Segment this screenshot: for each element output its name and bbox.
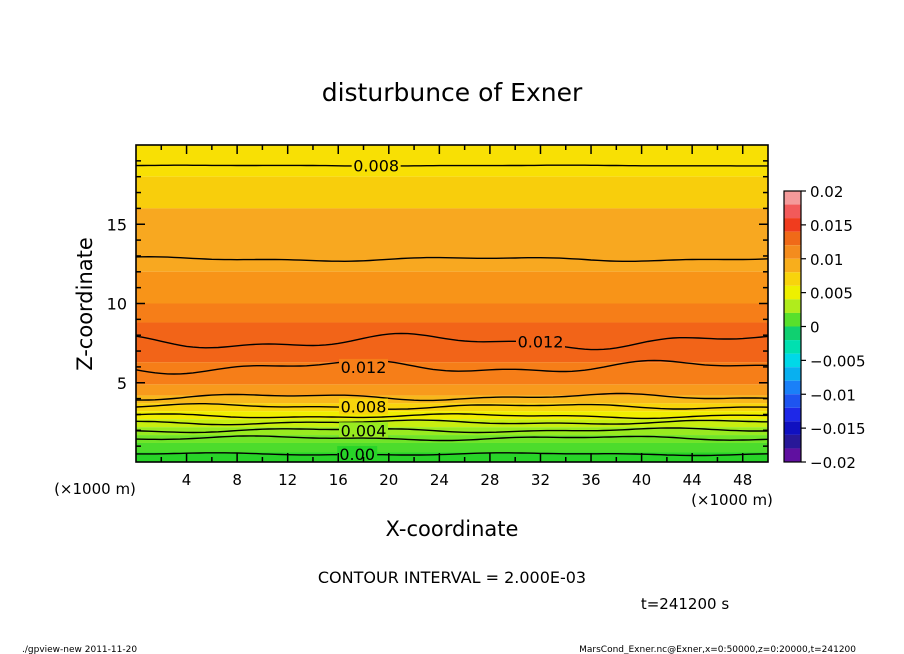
colorbar-tick-label: −0.02 [810, 454, 856, 472]
contour-line-4 [135, 392, 769, 402]
contour-band-12 [136, 427, 768, 436]
contour-label-bg-3 [339, 358, 389, 375]
contour-line-6 [135, 413, 768, 420]
contour-line-9 [135, 435, 769, 442]
contour-line-5 [135, 403, 769, 410]
colorbar-swatch-4 [784, 245, 801, 259]
x-tick-label: 44 [683, 471, 702, 489]
contour-interval-text: CONTOUR INTERVAL = 2.000E-03 [318, 568, 586, 587]
y-axis-ticks: 5 10 15 [107, 160, 768, 447]
contour-label-3: 0.012 [341, 358, 387, 377]
contour-band-14 [136, 442, 768, 453]
contour-label-10: 0.00 [339, 445, 375, 464]
contour-band-11 [136, 419, 768, 428]
colorbar-tick-label: −0.01 [810, 386, 856, 404]
colorbar-swatch-6 [784, 272, 801, 286]
colorbar-swatch-10 [784, 326, 801, 341]
contour-band-10 [136, 411, 768, 420]
colorbar-swatch-2 [784, 218, 801, 232]
contour-label-bg-10 [337, 446, 378, 463]
contour-band-4 [136, 303, 768, 323]
contour-line-1 [135, 255, 769, 263]
contour-band-1 [136, 176, 768, 209]
colorbar-swatch-16 [784, 407, 801, 422]
colorbar-tick-label: 0.02 [810, 183, 843, 201]
contour-label-5: 0.008 [341, 398, 387, 417]
contour-band-9 [136, 403, 768, 412]
contour-band-2 [136, 208, 768, 272]
colorbar-swatch-18 [784, 434, 801, 449]
footer-left: ./gpview-new 2011-11-20 [22, 645, 137, 654]
colorbar-swatch-5 [784, 258, 801, 273]
colorbar-tick-label: 0.015 [810, 217, 853, 235]
colorbar-swatch-11 [784, 340, 801, 354]
colorbar-swatch-1 [784, 204, 801, 219]
colorbar-tick-label: 0 [810, 319, 820, 337]
contour-label-8: 0.004 [341, 421, 387, 440]
contour-line-2 [135, 332, 769, 351]
y-tick-label: 5 [117, 374, 127, 393]
x-tick-label: 40 [632, 471, 651, 489]
colorbar-tick-label: −0.005 [810, 352, 866, 370]
colorbar-swatch-0 [784, 191, 801, 205]
colorbar-swatch-3 [784, 231, 801, 246]
contour-line-0 [135, 164, 768, 167]
x-axis-label: X-coordinate [386, 517, 519, 541]
contour-line-3 [135, 359, 769, 375]
contour-label-upper-2: 0.012 [518, 333, 564, 352]
colorbar-swatch-19 [784, 448, 801, 462]
contour-band-5 [136, 322, 768, 363]
y-unit-label: (×1000 m) [54, 480, 136, 498]
y-tick-label: 10 [107, 295, 127, 314]
contour-band-0 [136, 145, 768, 177]
contour-line-8 [135, 427, 768, 434]
colorbar-swatch-9 [784, 312, 801, 327]
colorbar-swatch-8 [784, 299, 801, 313]
colorbar-tick-label: 0.01 [810, 251, 843, 269]
x-unit-label: (×1000 m) [691, 491, 773, 509]
contour-label-bg-0 [351, 157, 401, 174]
contour-band-6 [136, 362, 768, 385]
contour-label-0: 0.008 [353, 157, 399, 176]
contour-line-10 [136, 452, 769, 457]
x-tick-label: 48 [733, 471, 752, 489]
contour-label-upper-bg-2 [515, 333, 565, 350]
contour-label-bg-5 [339, 398, 389, 415]
x-tick-label: 4 [182, 471, 192, 489]
x-tick-label: 28 [480, 471, 499, 489]
contour-band-13 [136, 435, 768, 443]
x-tick-label: 36 [581, 471, 600, 489]
colorbar-swatch-13 [784, 367, 801, 381]
chart-title: disturbunce of Exner [322, 78, 583, 107]
time-text: t=241200 s [641, 595, 729, 613]
contour-line-7 [135, 419, 768, 426]
x-tick-label: 20 [379, 471, 398, 489]
contour-band-3 [136, 271, 768, 304]
colorbar: 0.02 0.015 0.01 0.005 0 −0.005 −0.01 −0.015 −0.0… [783, 183, 866, 472]
y-tick-label: 15 [107, 215, 127, 234]
x-tick-label: 16 [329, 471, 348, 489]
y-axis-label: Z-coordinate [73, 237, 97, 371]
colorbar-swatch-14 [784, 380, 801, 395]
colorbar-tick-label: 0.005 [810, 285, 853, 303]
x-tick-label: 12 [278, 471, 297, 489]
contour-label-bg-8 [339, 422, 389, 439]
colorbar-swatch-15 [784, 394, 801, 408]
x-tick-label: 8 [232, 471, 242, 489]
x-tick-label: 24 [430, 471, 449, 489]
contour-band-15 [136, 452, 768, 462]
colorbar-swatch-7 [784, 285, 801, 300]
footer-right: MarsCond_Exner.nc@Exner,x=0:50000,z=0:20… [579, 645, 856, 654]
contour-lines: 0.008 0.012 0.012 0.008 0.004 0.00 [135, 157, 769, 464]
x-axis-ticks: 4 8 12 16 20 24 28 32 36 40 44 48 [160, 145, 752, 489]
x-tick-label: 32 [531, 471, 550, 489]
contour-band-7 [136, 384, 768, 396]
colorbar-tick-label: −0.015 [810, 420, 866, 438]
colorbar-swatch-12 [784, 353, 801, 368]
colorbar-swatch-17 [784, 421, 801, 435]
contour-fill-bands [136, 145, 768, 462]
